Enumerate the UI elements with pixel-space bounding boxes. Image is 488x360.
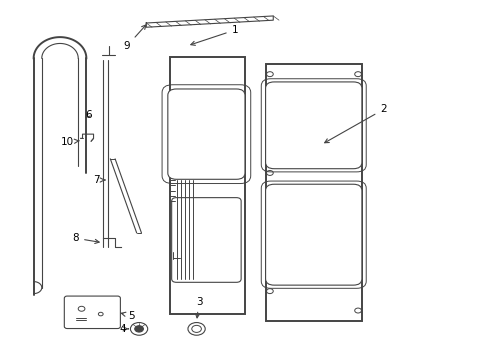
Text: 6: 6 — [85, 110, 92, 120]
Circle shape — [135, 326, 143, 332]
Text: 9: 9 — [123, 25, 146, 51]
FancyBboxPatch shape — [265, 82, 361, 169]
Text: 7: 7 — [92, 175, 105, 185]
Text: 4: 4 — [119, 324, 128, 334]
Text: 8: 8 — [72, 233, 99, 243]
FancyBboxPatch shape — [167, 89, 244, 179]
FancyBboxPatch shape — [64, 296, 120, 329]
FancyBboxPatch shape — [171, 198, 241, 282]
Text: 3: 3 — [195, 297, 202, 318]
Bar — [265, 64, 361, 321]
Text: 1: 1 — [190, 25, 238, 45]
FancyBboxPatch shape — [265, 184, 361, 285]
Bar — [170, 57, 244, 314]
Text: 10: 10 — [61, 137, 79, 147]
Text: 5: 5 — [121, 311, 135, 321]
Text: 2: 2 — [324, 104, 386, 143]
